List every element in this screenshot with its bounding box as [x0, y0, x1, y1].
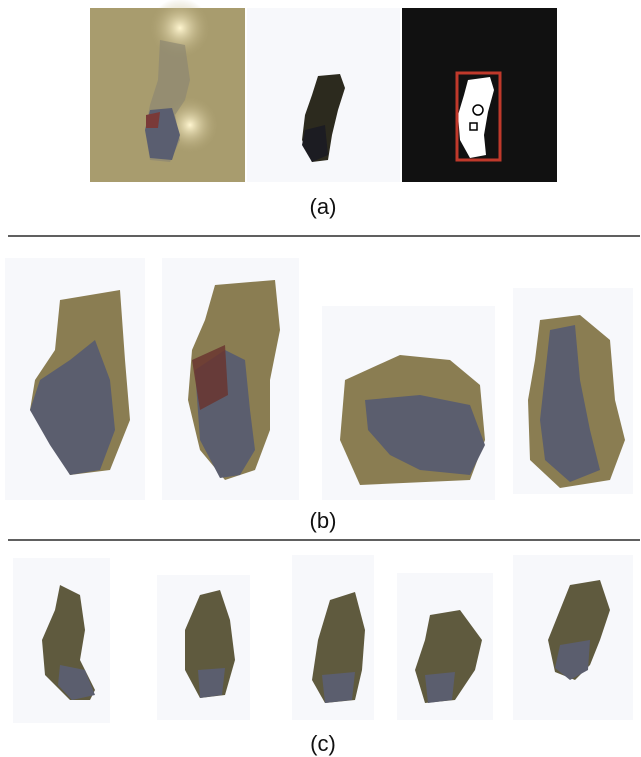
crop-image: [397, 573, 493, 720]
segmented-image: [247, 8, 400, 182]
crop-image: [513, 555, 633, 720]
raw-image: [90, 0, 245, 182]
mask-image: [402, 8, 557, 182]
panel-c: (c): [13, 555, 633, 756]
panel-label: (b): [310, 508, 337, 533]
crop-image: [13, 558, 110, 723]
panel-a: (a): [90, 0, 557, 219]
crop-image: [513, 288, 633, 494]
panel-b: (b): [5, 258, 633, 533]
crop-image: [322, 306, 495, 500]
panel-label: (a): [310, 194, 337, 219]
crop-image: [5, 258, 145, 500]
panel-label: (c): [310, 731, 336, 756]
crop-image: [157, 575, 250, 720]
crop-image: [162, 258, 299, 500]
crop-image: [292, 555, 374, 720]
figure: (a) (b): [0, 0, 641, 757]
